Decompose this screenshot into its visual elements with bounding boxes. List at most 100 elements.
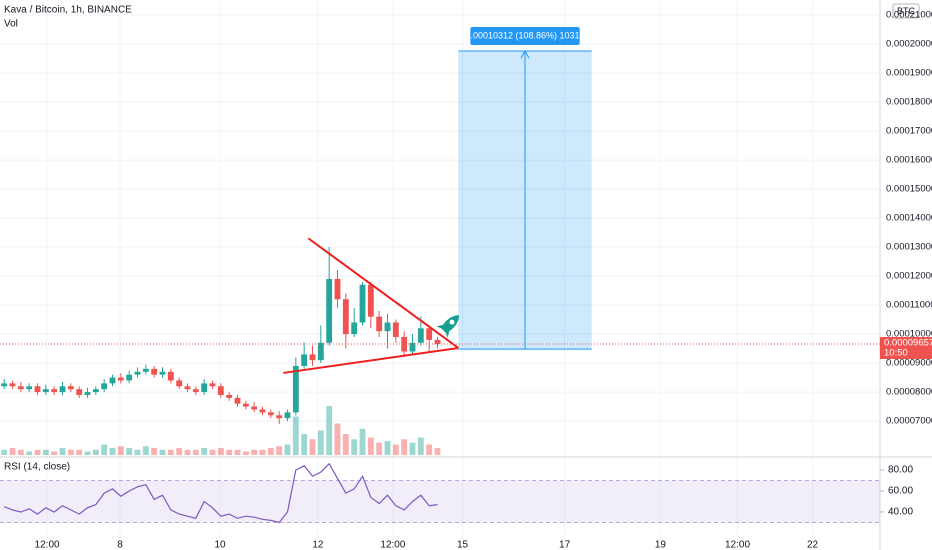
volume-bar [84, 451, 91, 455]
candle-body [76, 389, 83, 395]
candle-body [217, 386, 224, 395]
candle-body [259, 409, 266, 413]
volume-bar [201, 448, 208, 455]
volume-bar [376, 442, 383, 455]
trend-line [307, 237, 459, 349]
x-tick-label: 8 [117, 540, 123, 550]
candle-body [117, 377, 124, 381]
volume-bar [34, 449, 41, 455]
x-tick-label: 19 [655, 540, 667, 550]
symbol-title: Kava / Bitcoin, 1h, BINANCE [4, 5, 132, 16]
candle-body [26, 386, 33, 390]
volume-bar [434, 448, 441, 455]
volume-bar [76, 449, 83, 455]
volume-bar [234, 449, 241, 455]
position-label: 0.00010312 (108.86%) 10312 [465, 30, 584, 40]
candle-body [376, 316, 383, 332]
candle-body [51, 389, 58, 393]
y-tick-label: 0.00016000 [886, 155, 932, 166]
y-tick-label: 0.00011000 [886, 300, 932, 311]
y-tick-label: 0.00014000 [886, 213, 932, 224]
volume-bar [67, 449, 74, 455]
candle-body [34, 386, 41, 393]
candle-body [201, 383, 208, 393]
rsi-line [3, 462, 438, 524]
y-tick-label: 0.00007000 [886, 416, 932, 427]
candle-body [434, 339, 441, 345]
y-tick-label: 0.00015000 [886, 184, 932, 195]
candle-body [367, 284, 374, 317]
rocket-icon [436, 315, 460, 338]
candle-body [184, 386, 191, 390]
candle-body [276, 415, 283, 419]
candle-body [101, 383, 108, 390]
candle-body [109, 377, 116, 384]
candle-body [134, 371, 141, 375]
volume-bar [159, 449, 166, 455]
candle-body [226, 394, 233, 398]
volume-bar [101, 444, 108, 455]
y-tick-label: 0.00009000 [886, 358, 932, 369]
candle-body [292, 365, 299, 413]
candle-body [92, 389, 99, 393]
rsi-tick-label: 40.00 [888, 507, 913, 518]
candle-body [401, 336, 408, 352]
rsi-title: RSI (14, close) [4, 462, 70, 473]
candle-body [42, 389, 49, 393]
volume-bar [251, 449, 258, 455]
candle-body [59, 386, 66, 393]
volume-bar [217, 448, 224, 455]
candle-body [251, 406, 258, 410]
volume-bar [117, 446, 124, 455]
candle-body [301, 354, 308, 366]
candle-body [284, 412, 291, 419]
candle-body [192, 389, 199, 393]
volume-bar [284, 444, 291, 455]
volume-bar [317, 430, 324, 455]
volume-bar [242, 451, 249, 455]
y-tick-label: 0.00017000 [886, 126, 932, 137]
volume-bar [301, 434, 308, 455]
volume-bar [276, 446, 283, 455]
candle-body [159, 371, 166, 375]
currency-label: BTC [897, 6, 916, 16]
grid [0, 0, 880, 540]
candle-body [209, 383, 216, 387]
rsi-tick-label: 60.00 [888, 486, 913, 497]
volume-bar [42, 449, 49, 455]
y-tick-label: 0.00013000 [886, 242, 932, 253]
y-tick-label: 0.00010000 [886, 329, 932, 340]
y-tick-label: 0.00018000 [886, 97, 932, 108]
volume-bar [292, 416, 299, 455]
candle-body [84, 392, 91, 395]
volume-bar [409, 442, 416, 455]
x-tick-label: 12:00 [725, 540, 750, 550]
candle-body [359, 284, 366, 323]
candle-body [351, 322, 358, 335]
y-tick-label: 0.00020000 [886, 39, 932, 50]
volume-bar [426, 444, 433, 455]
volume-bar [51, 451, 58, 455]
volume-bar [259, 449, 266, 455]
volume-bar [209, 449, 216, 455]
position-label-box [470, 27, 580, 46]
currency-badge [892, 3, 920, 19]
volume-bar [9, 448, 16, 455]
volume-bar [176, 448, 183, 455]
volume-bar [184, 449, 191, 455]
last-price-label: 0.00009657 [884, 338, 932, 349]
volume-bar [226, 449, 233, 455]
candle-body [267, 412, 274, 416]
volume-bar [1, 449, 8, 455]
price-pane [1, 247, 441, 455]
x-tick-label: 12:00 [35, 540, 60, 550]
volume-bar [17, 449, 24, 455]
candle-body [326, 278, 333, 343]
volume-bar [59, 448, 66, 455]
candle-body [409, 342, 416, 352]
x-tick-label: 10 [214, 540, 226, 550]
volume-bar [326, 406, 333, 455]
x-tick-label: 22 [807, 540, 819, 550]
